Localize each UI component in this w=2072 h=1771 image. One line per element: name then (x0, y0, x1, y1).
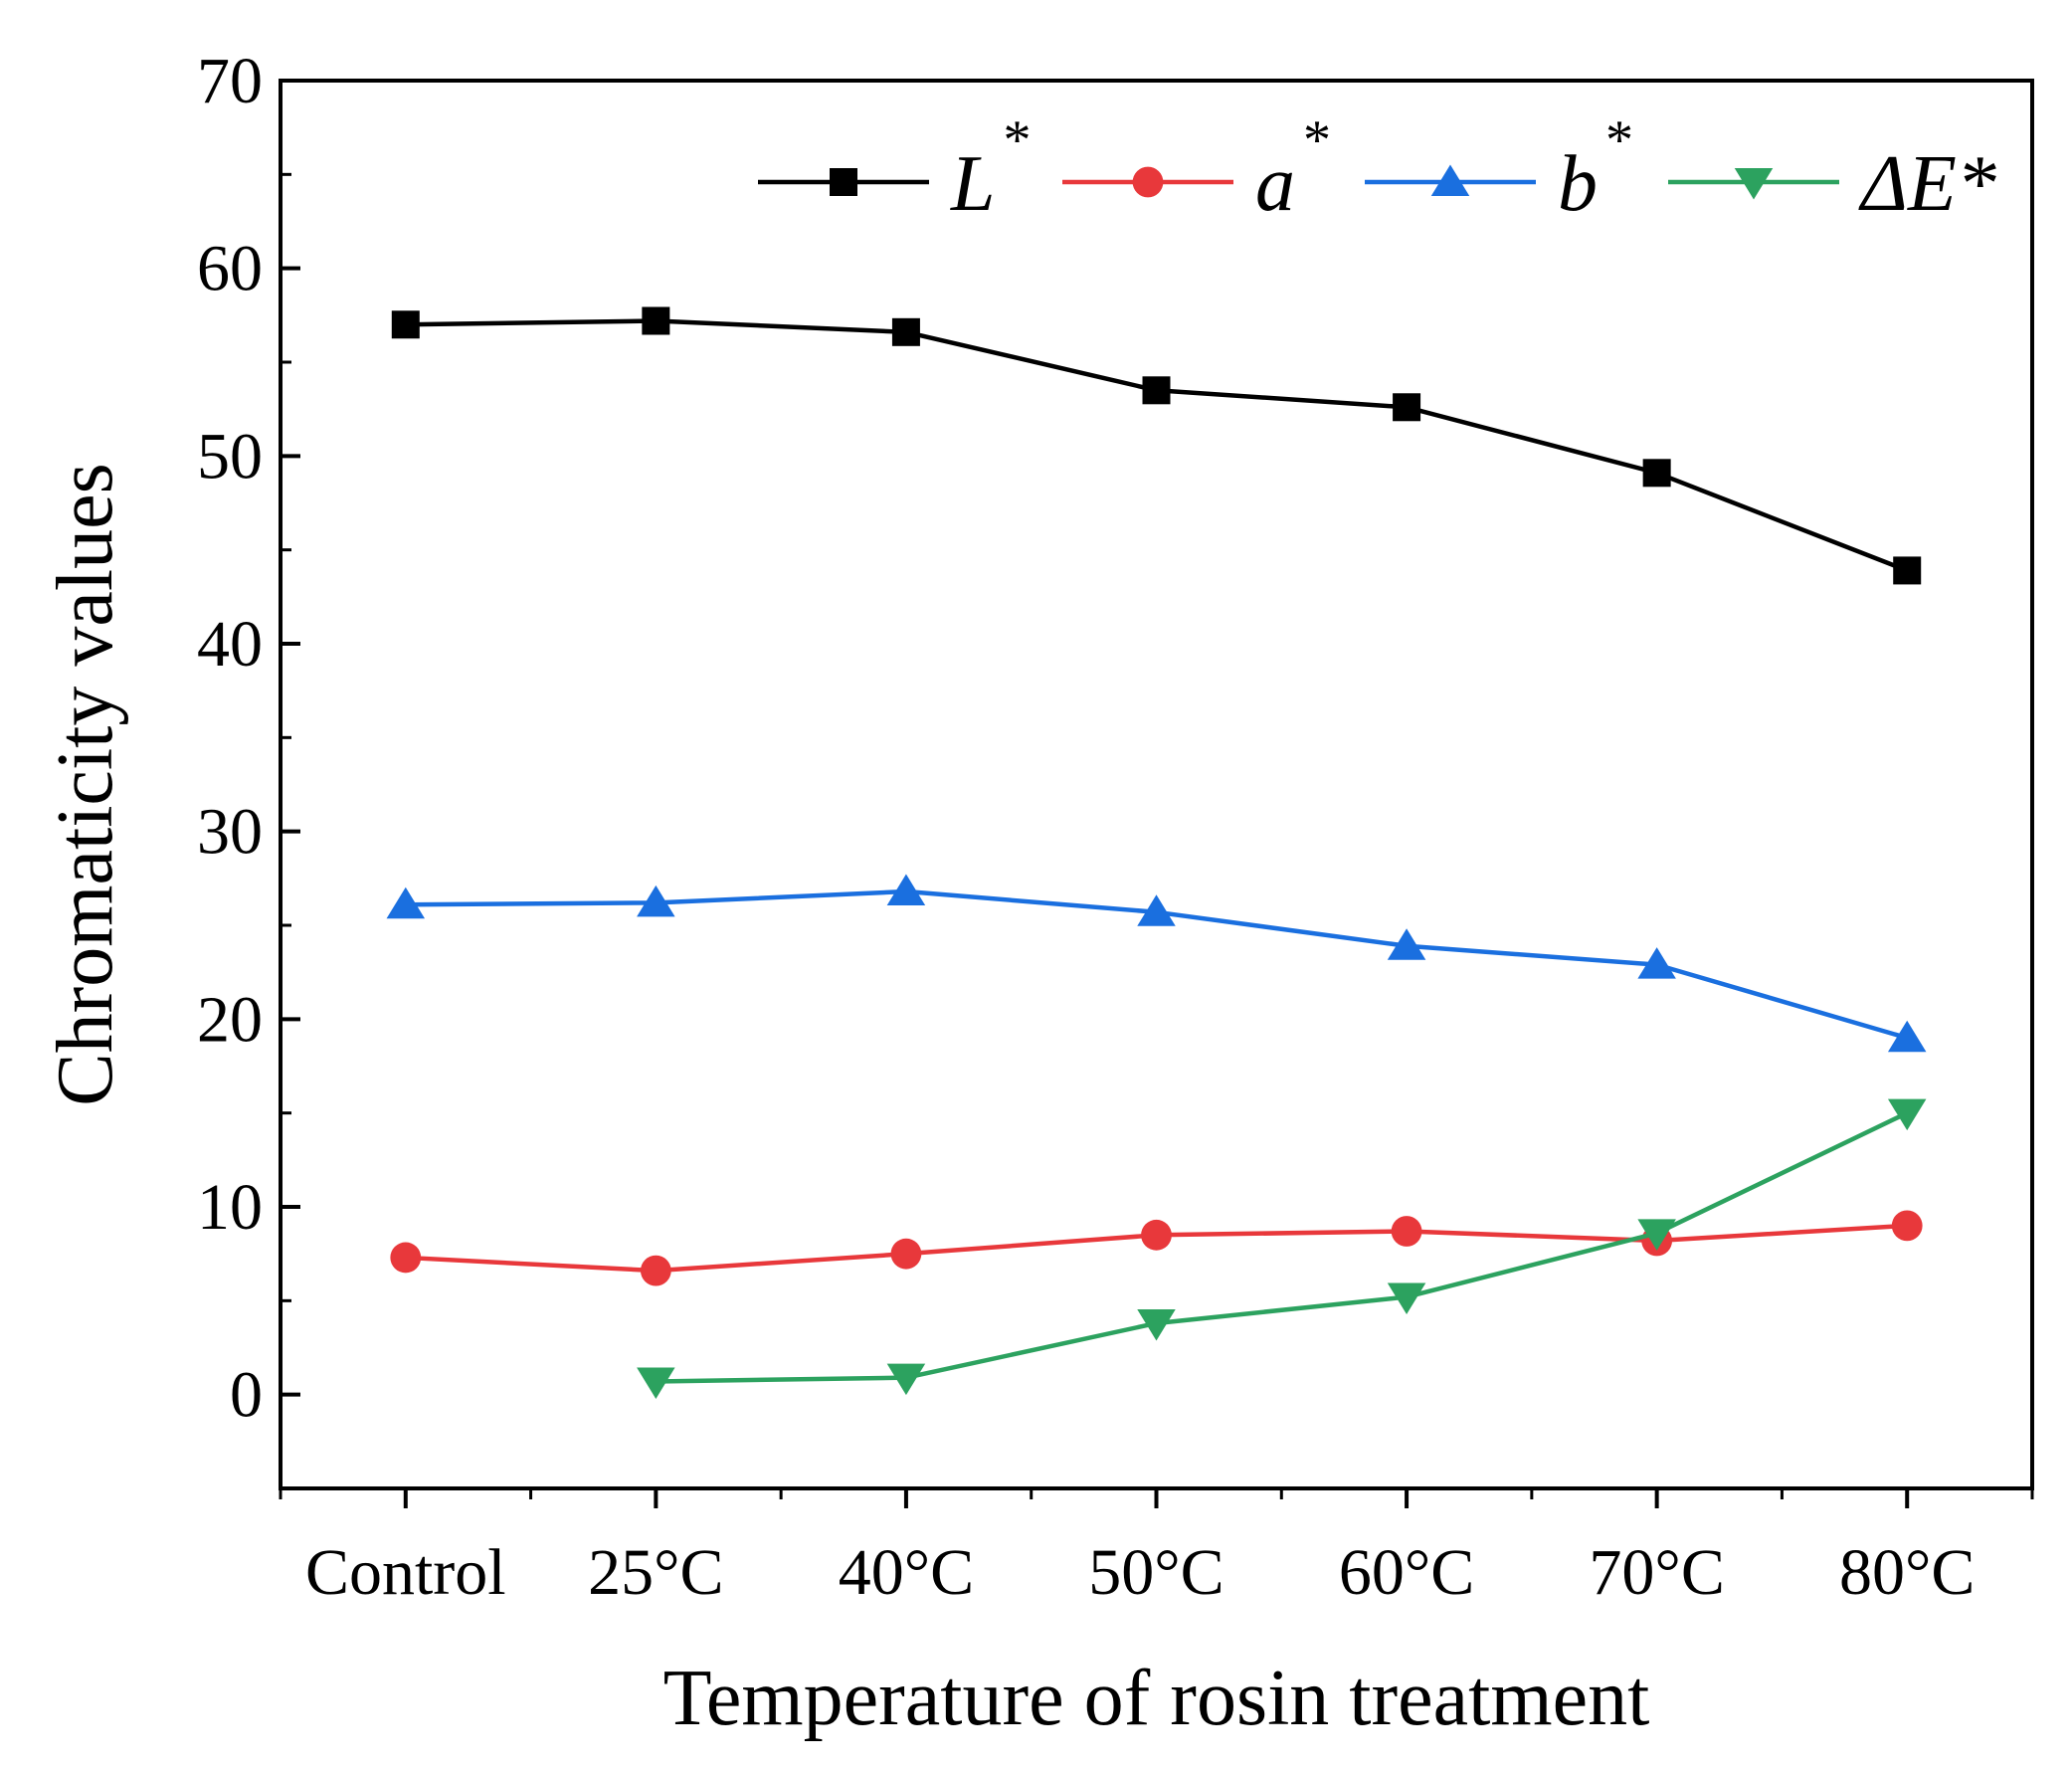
data-point (830, 168, 857, 196)
data-point (1891, 1210, 1923, 1242)
data-point (637, 885, 675, 917)
x-tick-label: 25°C (588, 1536, 723, 1609)
data-point (886, 874, 926, 906)
series-layer (386, 306, 1927, 1399)
data-point (1132, 166, 1164, 198)
y-tick-label: 0 (230, 1359, 263, 1432)
x-tick-label: 50°C (1088, 1536, 1224, 1609)
data-point (1387, 928, 1426, 960)
data-point (1141, 1219, 1172, 1251)
data-point (642, 306, 670, 335)
x-tick-label: Control (305, 1536, 506, 1609)
series-b-group (386, 874, 1927, 1053)
x-tick-label: 40°C (839, 1536, 974, 1609)
x-tick-label: 70°C (1589, 1536, 1724, 1609)
legend-label: L * (950, 109, 1032, 228)
legend: L * a * b * ΔE* (758, 109, 1996, 228)
data-point (1393, 393, 1421, 422)
y-tick-label: 50 (197, 420, 263, 492)
legend-item: L * (758, 109, 1032, 228)
x-tick-label: 80°C (1839, 1536, 1975, 1609)
data-point (390, 1242, 422, 1274)
legend-item: ΔE* (1668, 140, 1996, 228)
data-point (1142, 376, 1171, 405)
data-point (1137, 1308, 1176, 1341)
data-point (1637, 947, 1676, 979)
legend-item: b * (1365, 109, 1633, 228)
data-point (1887, 1098, 1927, 1131)
y-tick-label: 20 (197, 983, 263, 1056)
data-point (1430, 164, 1470, 196)
data-point (891, 317, 920, 346)
data-point (637, 1367, 675, 1399)
y-tick-label: 30 (197, 796, 263, 869)
series-a-group (390, 1210, 1923, 1286)
legend-label: b * (1558, 109, 1633, 228)
data-point (886, 1363, 926, 1396)
data-point (1893, 556, 1922, 585)
series-line (656, 1110, 1909, 1384)
x-axis-title: Temperature of rosin treatment (663, 1655, 1650, 1742)
legend-item: a * (1062, 109, 1331, 228)
series-l-group (391, 306, 1922, 585)
data-point (1887, 1020, 1927, 1053)
data-point (391, 310, 420, 339)
legend-label: a * (1255, 109, 1331, 228)
data-point (1734, 168, 1774, 200)
plot-frame (279, 79, 2034, 1490)
y-tick-label: 40 (197, 608, 263, 681)
data-point (890, 1238, 922, 1270)
axes: 0 10 20 30 40 50 60 70 Control 25°C 40°C 50°C 60°C 70… (197, 45, 2034, 1609)
data-point (386, 886, 426, 919)
data-point (1391, 1216, 1422, 1247)
y-axis-title: Chromaticity values (42, 463, 129, 1106)
data-point (1637, 1219, 1676, 1251)
series-e-group (637, 1098, 1927, 1399)
y-tick-label: 60 (197, 233, 263, 305)
legend-label: ΔE* (1858, 140, 1996, 228)
x-tick-label: 60°C (1339, 1536, 1474, 1609)
y-tick-label: 70 (197, 45, 263, 117)
data-point (1642, 459, 1671, 488)
y-tick-label: 10 (197, 1171, 263, 1244)
data-point (1387, 1282, 1426, 1315)
series-line (405, 318, 1909, 573)
data-point (1137, 894, 1176, 926)
data-point (640, 1255, 671, 1286)
